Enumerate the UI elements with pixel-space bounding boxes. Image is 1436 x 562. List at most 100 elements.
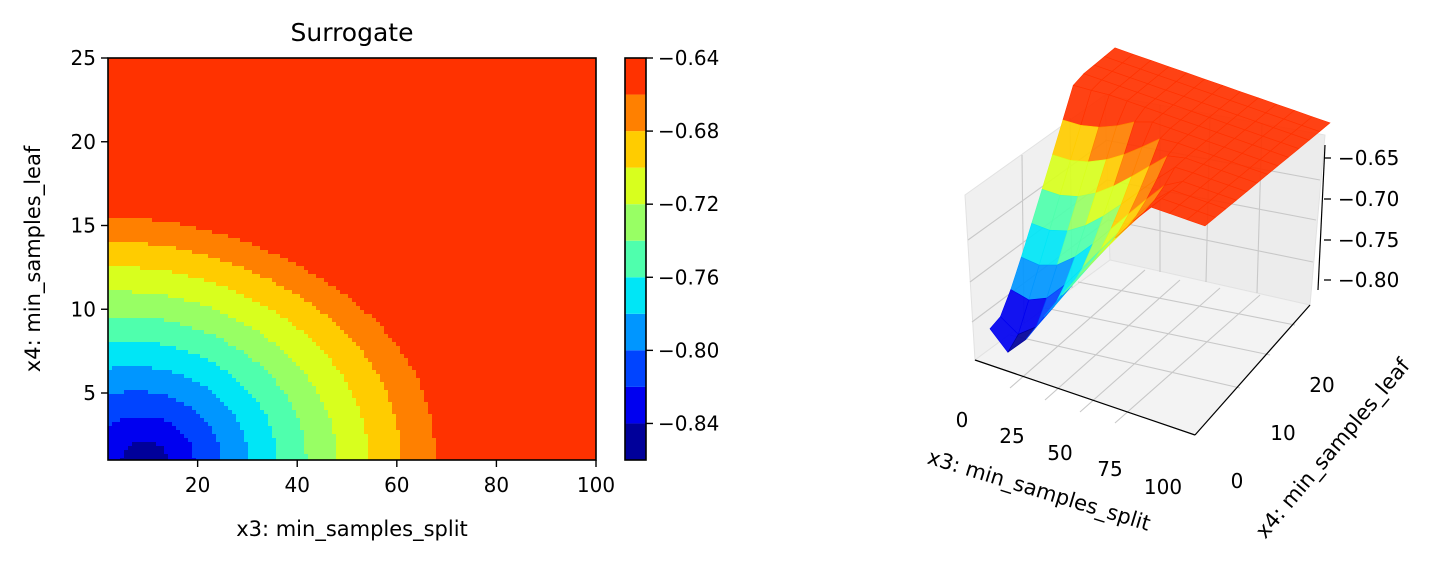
contour-cell [144, 158, 149, 163]
contour-cell [176, 146, 181, 151]
contour-cell [204, 438, 209, 443]
contour-cell [184, 290, 189, 295]
contour-cell [164, 430, 169, 435]
contour-cell [244, 458, 249, 460]
contour-cell [296, 74, 301, 79]
contour-cell [156, 418, 161, 423]
contour-cell [148, 70, 153, 75]
contour-cell [216, 326, 221, 331]
contour-cell [212, 430, 217, 435]
contour-cell [304, 86, 309, 91]
contour-cell [188, 154, 193, 159]
contour-cell [180, 274, 185, 279]
contour-cell [264, 254, 269, 259]
contour-cell [192, 262, 197, 267]
contour-cell [152, 266, 157, 271]
contour-cell [244, 78, 249, 83]
contour-cell [304, 222, 309, 227]
contour-cell [228, 150, 233, 155]
contour-cell [120, 166, 125, 171]
contour-cell [156, 446, 161, 451]
contour-cell [292, 214, 297, 219]
contour-cell [132, 234, 137, 239]
contour-cell [164, 386, 169, 391]
contour-cell [236, 338, 241, 343]
contour-cell [256, 382, 261, 387]
contour-cell [140, 442, 145, 447]
contour-title: Surrogate [291, 18, 414, 47]
contour-cell [296, 114, 301, 119]
contour-cell [176, 386, 181, 391]
contour-cell [204, 406, 209, 411]
contour-cell [300, 286, 305, 291]
contour-cell [300, 118, 305, 123]
contour-cell [120, 310, 125, 315]
contour-cell [240, 226, 245, 231]
contour-cell [252, 282, 257, 287]
contour-cell [228, 162, 233, 167]
contour-cell [120, 74, 125, 79]
contour-cell [284, 390, 289, 395]
contour-cell [272, 278, 277, 283]
contour-cell [144, 442, 149, 447]
contour-cell [160, 346, 165, 351]
contour-cell [224, 174, 229, 179]
contour-cell [188, 326, 193, 331]
contour-cell [244, 142, 249, 147]
contour-cell [128, 454, 133, 459]
contour-cell [188, 90, 193, 95]
contour-cell [248, 246, 253, 251]
contour-cell [200, 62, 205, 67]
contour-cell [300, 94, 305, 99]
contour-cell [116, 58, 121, 63]
contour-cell [136, 70, 141, 75]
contour-cell [192, 138, 197, 143]
contour-cell [228, 126, 233, 131]
contour-cell [288, 138, 293, 143]
contour-cell [300, 318, 305, 323]
contour-cell [172, 282, 177, 287]
contour-cell [156, 226, 161, 231]
contour-cell [292, 286, 297, 291]
contour-cell [144, 334, 149, 339]
contour-cell [200, 126, 205, 131]
contour-cell [200, 226, 205, 231]
contour-cell [192, 410, 197, 415]
contour-cell [176, 442, 181, 447]
contour-cell [276, 182, 281, 187]
contour-cell [148, 194, 153, 199]
contour-cell [144, 190, 149, 195]
contour-cell [164, 150, 169, 155]
contour-cell [268, 398, 273, 403]
contour-cell [280, 126, 285, 131]
contour-cell [156, 270, 161, 275]
contour-cell [212, 178, 217, 183]
contour-cell [120, 174, 125, 179]
contour-cell [136, 402, 141, 407]
contour-cell [132, 198, 137, 203]
contour-cell [232, 198, 237, 203]
contour-cell [284, 354, 289, 359]
contour-cell [240, 294, 245, 299]
contour-cell [232, 450, 237, 455]
contour-cell [232, 282, 237, 287]
contour-cell [280, 378, 285, 383]
contour-cell [180, 86, 185, 91]
contour-cell [164, 398, 169, 403]
contour-cell [120, 194, 125, 199]
contour-cell [200, 370, 205, 375]
contour-cell [220, 354, 225, 359]
contour-cell [124, 310, 129, 315]
contour-cell [144, 282, 149, 287]
contour-cell [136, 246, 141, 251]
contour-cell [292, 442, 297, 447]
contour-cell [188, 266, 193, 271]
contour-cell [192, 442, 197, 447]
contour-cell [248, 266, 253, 271]
contour-cell [284, 434, 289, 439]
contour-cell [164, 182, 169, 187]
contour-cell [164, 326, 169, 331]
contour-cell [220, 434, 225, 439]
contour-cell [124, 86, 129, 91]
contour-cell [140, 206, 145, 211]
